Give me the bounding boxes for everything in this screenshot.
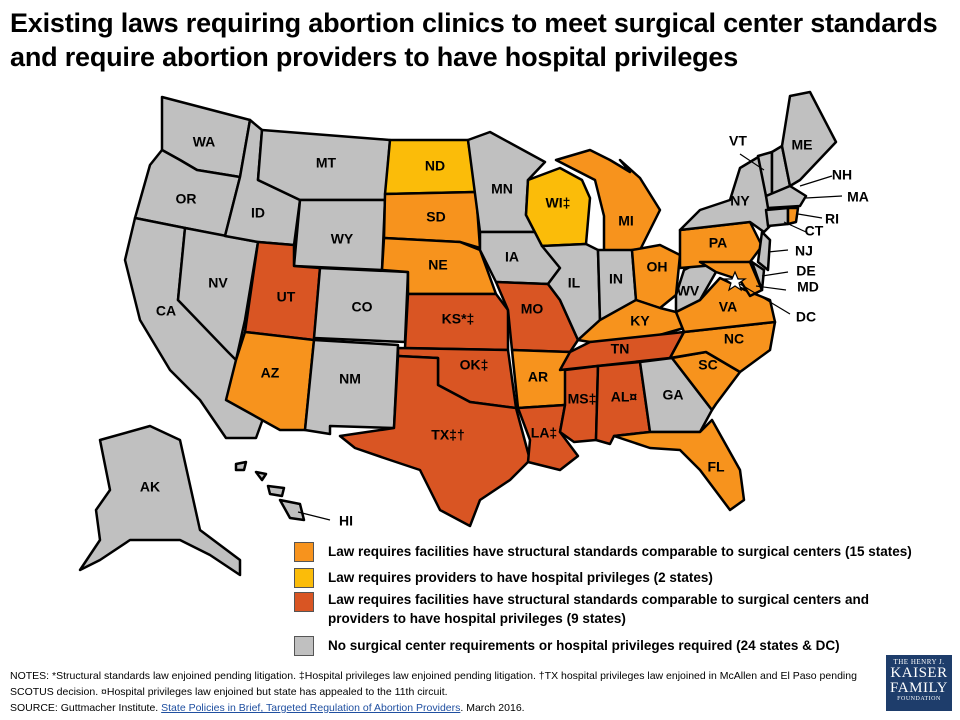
state-label-ct: CT xyxy=(805,223,824,239)
state-label-de: DE xyxy=(796,263,815,279)
state-label-nm: NM xyxy=(339,371,361,387)
leader-lines xyxy=(297,153,843,521)
state-label-md: MD xyxy=(797,279,819,295)
state-label-ca: CA xyxy=(156,303,176,319)
state-label-or: OR xyxy=(176,191,197,207)
notes: NOTES: *Structural standards law enjoine… xyxy=(10,668,870,716)
state-label-ia: IA xyxy=(505,249,519,265)
state-label-sd: SD xyxy=(426,209,445,225)
state-label-sc: SC xyxy=(698,357,717,373)
legend-swatch-both xyxy=(294,592,314,612)
state-ny xyxy=(678,154,774,234)
state-hi-2 xyxy=(254,470,268,482)
kff-logo: THE HENRY J. KAISER FAMILY FOUNDATION xyxy=(886,655,952,711)
state-label-id: ID xyxy=(251,205,265,221)
state-label-va: VA xyxy=(719,299,737,315)
state-label-fl: FL xyxy=(707,459,725,475)
state-label-al: AL¤ xyxy=(611,389,638,405)
state-label-ga: GA xyxy=(663,387,684,403)
map-title: Existing laws requiring abortion clinics… xyxy=(10,8,938,72)
state-label-ne: NE xyxy=(428,257,447,273)
state-label-nv: NV xyxy=(208,275,228,291)
logo-line-3: FAMILY xyxy=(890,680,948,696)
state-ak xyxy=(78,424,242,577)
state-label-nc: NC xyxy=(724,331,744,347)
state-label-wy: WY xyxy=(331,231,354,247)
state-label-mn: MN xyxy=(491,181,513,197)
state-label-wa: WA xyxy=(193,134,216,150)
source-link[interactable]: State Policies in Brief, Targeted Regula… xyxy=(161,702,461,714)
notes-text: NOTES: *Structural standards law enjoine… xyxy=(10,670,857,698)
state-label-ky: KY xyxy=(630,313,650,329)
state-label-tx: TX‡† xyxy=(431,427,464,443)
state-label-tn: TN xyxy=(611,341,630,357)
state-label-mt: MT xyxy=(316,155,337,171)
state-nm xyxy=(303,338,400,436)
legend-label-both: Law requires facilities have structural … xyxy=(328,592,869,626)
state-label-nd: ND xyxy=(425,158,445,174)
logo-line-4: FOUNDATION xyxy=(897,696,941,702)
source-prefix: SOURCE: Guttmacher Institute. xyxy=(10,702,162,714)
state-label-ny: NY xyxy=(730,193,750,209)
state-label-nj: NJ xyxy=(795,243,813,259)
state-ct xyxy=(764,206,790,228)
state-label-mi: MI xyxy=(618,213,634,229)
state-label-vt: VT xyxy=(729,133,747,149)
state-label-oh: OH xyxy=(647,259,668,275)
state-label-la: LA‡ xyxy=(531,425,557,441)
legend-swatch-none xyxy=(294,636,314,656)
legend-item-both: Law requires facilities have structural … xyxy=(294,590,914,628)
state-label-pa: PA xyxy=(709,235,727,251)
state-label-ri: RI xyxy=(825,211,839,227)
state-label-wi: WI‡ xyxy=(546,195,571,211)
legend-item-surgical: Law requires facilities have structural … xyxy=(294,542,912,562)
state-label-me: ME xyxy=(792,137,813,153)
state-label-ar: AR xyxy=(528,369,548,385)
state-hi-4 xyxy=(278,498,306,522)
state-label-mo: MO xyxy=(521,301,544,317)
state-ma xyxy=(764,184,808,210)
state-mi xyxy=(554,148,662,254)
state-nj xyxy=(756,230,772,272)
state-wi xyxy=(524,166,592,248)
legend-item-none: No surgical center requirements or hospi… xyxy=(294,636,840,656)
dc-star xyxy=(723,270,747,292)
state-label-hi: HI xyxy=(339,513,353,529)
state-label-il: IL xyxy=(568,275,581,291)
legend-label-none: No surgical center requirements or hospi… xyxy=(328,638,840,653)
legend-item-privileges: Law requires providers to have hospital … xyxy=(294,568,713,588)
state-label-ak: AK xyxy=(140,479,160,495)
legend-label-surgical: Law requires facilities have structural … xyxy=(328,544,912,559)
source-suffix: . March 2016. xyxy=(460,702,525,714)
state-label-ok: OK‡ xyxy=(460,357,489,373)
legend-swatch-surgical xyxy=(294,542,314,562)
state-label-co: CO xyxy=(352,299,373,315)
state-tx xyxy=(338,354,532,528)
legend-swatch-privileges xyxy=(294,568,314,588)
state-hi-3 xyxy=(266,484,286,498)
state-fl xyxy=(612,418,746,512)
logo-line-2: KAISER xyxy=(890,665,948,681)
state-ga xyxy=(638,356,714,434)
state-label-dc: DC xyxy=(796,309,816,325)
state-ri xyxy=(786,206,800,226)
state-labels: WA OR CA NV ID MT WY UT AZ CO NM ND SD NE KS*‡ OK‡ TX‡† M… xyxy=(140,133,869,529)
state-de xyxy=(750,260,766,292)
source-line: SOURCE: Guttmacher Institute. State Poli… xyxy=(10,700,870,716)
state-label-ks: KS*‡ xyxy=(442,311,475,327)
state-hi-1 xyxy=(234,460,248,472)
state-label-in: IN xyxy=(609,271,623,287)
state-label-ut: UT xyxy=(277,289,296,305)
state-label-az: AZ xyxy=(261,365,280,381)
state-label-ma: MA xyxy=(847,189,869,205)
logo-line-1: THE HENRY J. xyxy=(893,658,945,666)
state-ks xyxy=(403,292,510,352)
state-oh xyxy=(630,243,682,310)
state-label-nh: NH xyxy=(832,167,852,183)
legend-label-privileges: Law requires providers to have hospital … xyxy=(328,570,713,585)
state-label-ms: MS‡ xyxy=(568,391,597,407)
state-label-wv: WV xyxy=(677,283,700,299)
